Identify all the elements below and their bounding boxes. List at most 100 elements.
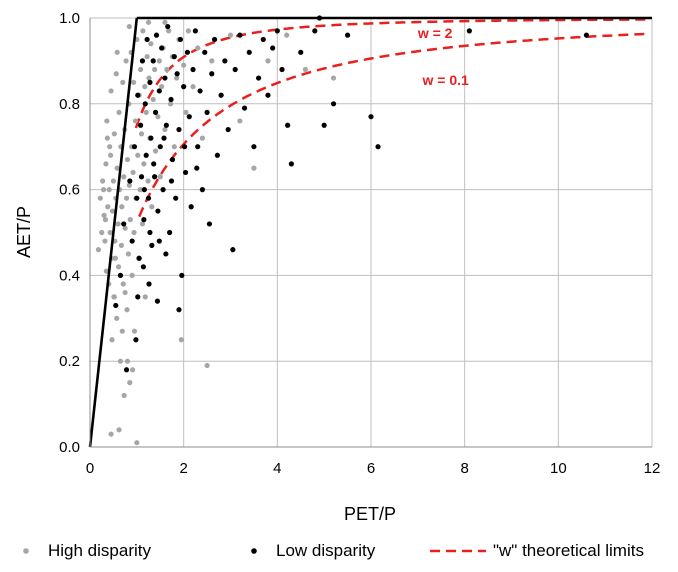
- low-disparity-point: [182, 169, 189, 176]
- low-disparity-point: [206, 221, 213, 227]
- high-disparity-point: [157, 174, 163, 180]
- low-disparity-point: [161, 135, 167, 141]
- x-tick-label: 0: [86, 460, 94, 477]
- y-tick-label: 0.4: [59, 267, 80, 284]
- low-disparity-point: [204, 109, 210, 115]
- high-disparity-point: [162, 19, 168, 25]
- high-disparity-point: [121, 392, 127, 399]
- tick-labels: 0 2 4 6 8 10 12 0.0 0.2 0.4 0.6 0.8 1.0: [59, 10, 660, 477]
- high-disparity-point: [130, 367, 136, 373]
- high-disparity-point: [144, 54, 150, 60]
- low-disparity-point: [121, 221, 127, 227]
- high-disparity-point: [105, 204, 111, 210]
- high-disparity-point: [120, 79, 126, 85]
- low-disparity-point: [135, 294, 141, 300]
- high-disparity-point: [108, 431, 114, 437]
- high-disparity-point: [126, 23, 132, 30]
- low-disparity-point: [197, 88, 203, 94]
- low-disparity-point: [127, 178, 133, 184]
- low-disparity-point: [134, 195, 140, 201]
- low-disparity-point: [251, 144, 257, 150]
- high-disparity-point: [103, 268, 109, 274]
- high-disparity-point: [112, 255, 118, 261]
- low-disparity-point: [176, 126, 182, 133]
- high-disparity-point: [111, 131, 117, 137]
- high-disparity-point: [141, 161, 147, 167]
- low-disparity-point: [143, 152, 149, 158]
- high-disparity-point: [99, 229, 105, 236]
- legend-label: High disparity: [48, 541, 151, 560]
- high-disparity-point: [195, 45, 201, 51]
- x-tick-label: 2: [179, 460, 187, 477]
- low-disparity-point: [209, 71, 215, 77]
- limit-lines: [88, 16, 652, 448]
- low-disparity-point: [160, 187, 166, 193]
- high-disparity-point: [155, 114, 161, 120]
- high-disparity-point: [126, 182, 132, 188]
- high-disparity-point: [183, 109, 189, 115]
- high-disparity-point: [159, 84, 165, 90]
- high-disparity-point: [142, 84, 148, 90]
- curve-annotation: w = 2: [417, 25, 453, 41]
- high-disparity-point: [119, 204, 125, 210]
- legend-marker: [23, 548, 29, 554]
- low-disparity-point: [167, 229, 173, 236]
- low-disparity-point: [312, 28, 318, 34]
- low-disparity-point: [123, 367, 130, 373]
- high-disparity-point: [137, 187, 143, 193]
- grid-lines: [89, 17, 653, 448]
- low-disparity-point: [165, 23, 171, 30]
- high-disparity-point: [102, 217, 109, 223]
- high-disparity-point: [111, 294, 117, 300]
- low-disparity-point: [192, 28, 198, 34]
- low-disparity-point: [274, 28, 280, 34]
- high-disparity-point: [127, 380, 133, 386]
- low-disparity-point: [135, 92, 141, 98]
- low-disparity-point: [156, 88, 162, 94]
- low-disparity-point: [375, 144, 381, 150]
- legend-marker: [251, 548, 257, 554]
- high-disparity-point: [129, 272, 135, 278]
- low-disparity-point: [218, 92, 224, 98]
- high-disparity-point: [104, 118, 110, 124]
- high-disparity-point: [125, 251, 132, 257]
- high-disparity-point: [107, 144, 113, 150]
- low-disparity-point: [298, 49, 304, 55]
- low-disparity-point: [232, 66, 238, 73]
- high-disparity-point: [106, 187, 112, 193]
- high-disparity-point: [97, 195, 103, 201]
- low-disparity-point: [163, 122, 169, 128]
- low-disparity-point: [168, 96, 174, 103]
- high-disparity-point: [124, 156, 131, 163]
- high-disparity-point: [166, 28, 172, 34]
- high-disparity-point: [108, 152, 114, 158]
- high-disparity-point: [122, 225, 128, 231]
- y-tick-label: 1.0: [59, 10, 80, 27]
- high-disparity-point: [138, 131, 145, 137]
- low-disparity-point: [141, 217, 147, 223]
- low-disparity-point: [148, 135, 154, 141]
- low-disparity-point: [186, 114, 192, 120]
- high-disparity-point: [109, 337, 115, 343]
- high-disparity-point: [95, 247, 102, 253]
- low-disparity-point: [139, 58, 146, 64]
- low-disparity-point: [144, 36, 150, 43]
- low-disparity-point: [155, 208, 161, 214]
- high-disparity-point: [118, 242, 124, 248]
- low-disparity-point: [583, 32, 590, 38]
- low-disparity-point: [246, 49, 252, 55]
- annotations: w = 2 w = 0.1: [417, 25, 469, 88]
- low-disparity-point: [184, 49, 191, 55]
- low-disparity-point: [230, 247, 236, 253]
- high-disparity-point: [209, 58, 215, 64]
- data-points: [95, 15, 590, 446]
- high-disparity-point: [146, 75, 152, 81]
- high-disparity-point: [190, 84, 196, 90]
- high-disparity-point: [143, 109, 149, 115]
- high-disparity-point: [131, 229, 137, 236]
- high-disparity-point: [148, 41, 154, 47]
- low-disparity-point: [321, 122, 327, 128]
- legend-label: "w" theoretical limits: [493, 541, 644, 560]
- high-disparity-point: [116, 109, 122, 115]
